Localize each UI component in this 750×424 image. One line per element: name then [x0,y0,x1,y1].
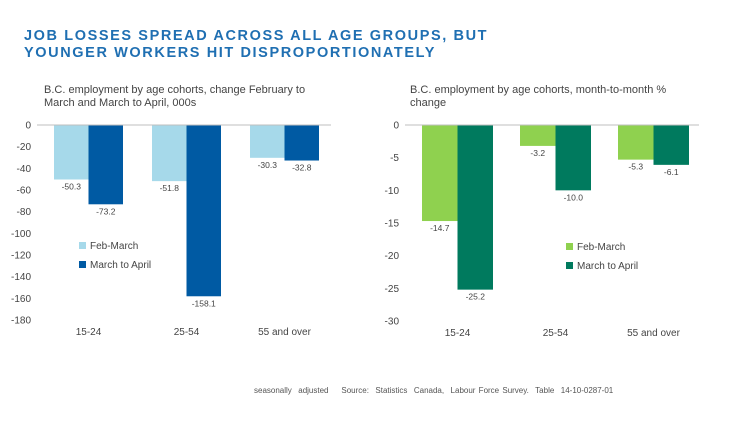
left-data-label: -73.2 [96,206,116,216]
left-y-tick-label: 0 [25,121,31,132]
left-y-tick-label: -40 [17,164,32,175]
left-chart-title: B.C. employment by age cohorts, change F… [44,84,306,109]
left-y-tick-label: -100 [11,229,31,240]
left-y-tick-label: -20 [17,142,32,153]
right-data-label: -6.1 [664,167,679,177]
right-legend-swatch-2 [566,262,573,269]
left-data-label: -32.8 [292,163,312,173]
left-y-tick-label: -160 [11,294,31,305]
left-data-label: -30.3 [258,160,278,170]
right-category-label: 25-54 [543,328,569,339]
left-legend-swatch-2 [79,261,86,268]
right-bar-series1 [618,125,654,160]
left-bar-series1 [152,125,187,182]
left-bar-series2 [88,125,123,205]
right-bar-series1 [520,125,556,146]
right-legend-swatch-1 [566,243,573,250]
right-y-tick-label: -30 [385,317,400,328]
right-data-label: -5.3 [628,162,643,172]
left-y-tick-label: -120 [11,251,31,262]
right-data-label: -25.2 [466,292,486,302]
right-category-label: 55 and over [627,328,680,339]
right-data-label: -14.7 [430,223,450,233]
left-bar-series1 [250,125,285,158]
right-data-label: -3.2 [530,148,545,158]
left-data-label: -51.8 [160,183,180,193]
right-chart-title: B.C. employment by age cohorts, month-to… [410,84,667,109]
right-y-tick-label: -15 [385,219,400,230]
left-category-label: 15-24 [76,327,102,338]
left-y-tick-label: -140 [11,272,31,283]
left-legend-swatch-1 [79,242,86,249]
footer-source: Source: Statistics Canada, Labour Force … [341,386,614,395]
right-bar-series2 [555,125,591,191]
right-bar-series2 [653,125,689,165]
right-legend-label-2: March to April [577,261,638,272]
right-data-label: -10.0 [564,192,584,202]
right-y-tick-label: -10 [385,186,400,197]
left-data-label: -50.3 [62,181,82,191]
left-bar-series1 [54,125,89,180]
right-y-tick-label: -5 [390,153,399,164]
left-legend-label-2: March to April [90,260,151,271]
left-data-label: -158.1 [192,298,216,308]
right-category-label: 15-24 [445,328,471,339]
headline-line-1: JOB LOSSES SPREAD ACROSS ALL AGE GROUPS,… [24,28,489,44]
right-y-tick-label: -20 [385,251,400,262]
left-y-tick-label: -180 [11,316,31,327]
left-category-label: 25-54 [174,327,200,338]
footer-note: seasonally adjusted [254,386,329,395]
left-category-label: 55 and over [258,327,311,338]
right-legend-label-1: Feb-March [577,242,625,253]
left-y-tick-label: -60 [17,186,32,197]
right-bar-series1 [422,125,458,222]
left-bar-series2 [186,125,221,297]
right-y-tick-label: -25 [385,284,400,295]
left-y-tick-label: -80 [17,207,32,218]
headline: JOB LOSSES SPREAD ACROSS ALL AGE GROUPS,… [24,28,488,62]
left-legend-label-1: Feb-March [90,241,138,252]
footer: seasonally adjusted Source: Statistics C… [254,386,613,395]
right-y-tick-label: 0 [393,121,399,132]
headline-line-2: YOUNGER WORKERS HIT DISPROPORTIONATELY [24,45,437,61]
right-bar-series2 [457,125,493,290]
left-bar-series2 [284,125,319,161]
